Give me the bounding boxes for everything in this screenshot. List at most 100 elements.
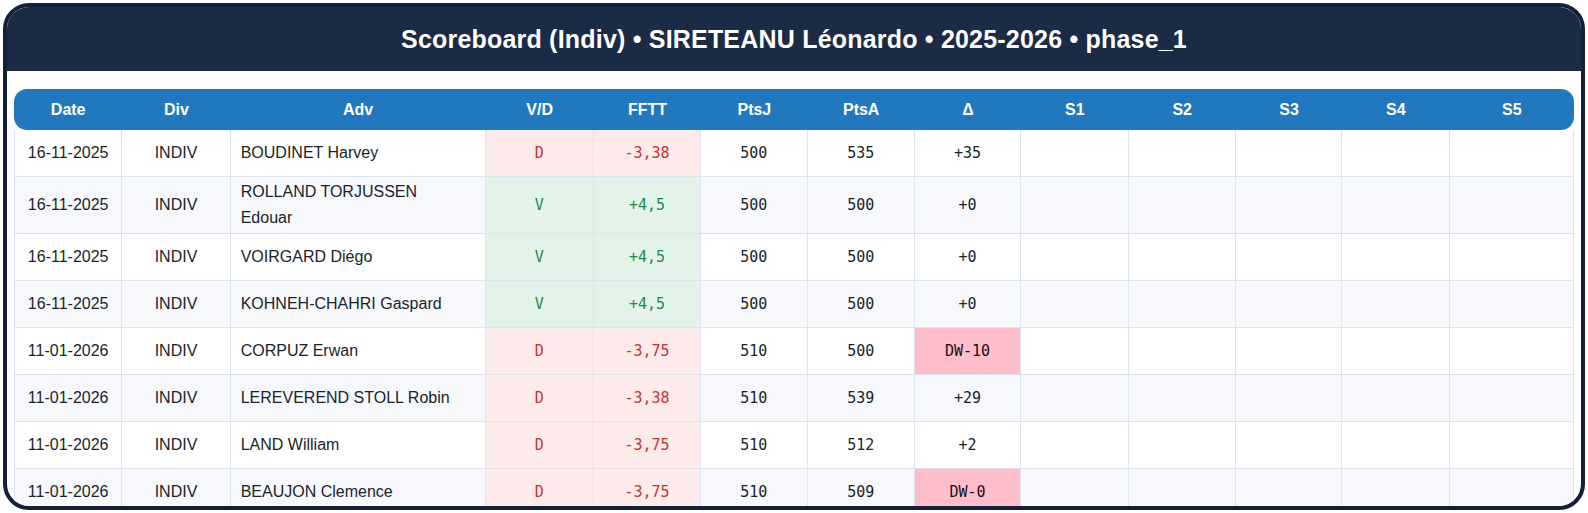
cell-ptsa: 535 (808, 130, 915, 177)
cell-fftt: -3,38 (594, 375, 701, 422)
cell-set-4 (1342, 422, 1449, 469)
column-header-ptsj: PtsJ (701, 89, 807, 130)
cell-set-3 (1236, 281, 1342, 328)
cell-set-1 (1021, 328, 1128, 375)
cell-date: 16-11-2025 (14, 234, 122, 281)
cell-fftt: +4,5 (594, 281, 701, 328)
cell-fftt: -3,75 (594, 422, 701, 469)
title-bar: Scoreboard (Indiv) • SIRETEANU Léonardo … (7, 7, 1581, 71)
cell-set-2 (1129, 234, 1236, 281)
cell-ptsa: 500 (808, 328, 915, 375)
cell-set-2 (1129, 469, 1236, 510)
column-header-s4: S4 (1342, 89, 1449, 130)
column-header-s1: S1 (1021, 89, 1128, 130)
cell-div: INDIV (122, 469, 230, 510)
cell-div: INDIV (122, 177, 230, 234)
cell-fftt: -3,38 (594, 130, 701, 177)
cell-set-1 (1021, 422, 1128, 469)
cell-fftt: -3,75 (594, 469, 701, 510)
cell-vd: D (486, 469, 594, 510)
cell-ptsj: 510 (701, 422, 807, 469)
cell-set-4 (1342, 469, 1449, 510)
table-header: Date Div Adv V/D FFTT PtsJ PtsA Δ S1 S2 … (14, 89, 1574, 130)
cell-delta: +0 (915, 177, 1021, 234)
cell-set-1 (1021, 469, 1128, 510)
cell-set-3 (1236, 375, 1342, 422)
column-header-s5: S5 (1450, 89, 1574, 130)
cell-vd: D (486, 422, 594, 469)
cell-set-1 (1021, 281, 1128, 328)
cell-ptsj: 500 (701, 130, 807, 177)
cell-set-2 (1129, 177, 1236, 234)
column-header-ptsa: PtsA (808, 89, 915, 130)
cell-date: 11-01-2026 (14, 375, 122, 422)
cell-ptsj: 500 (701, 234, 807, 281)
scoreboard-table: Date Div Adv V/D FFTT PtsJ PtsA Δ S1 S2 … (14, 89, 1574, 510)
table-row: 11-01-2026 INDIV LEREVEREND STOLL Robin … (14, 375, 1574, 422)
cell-date: 16-11-2025 (14, 281, 122, 328)
cell-ptsa: 512 (808, 422, 915, 469)
cell-adv: LEREVEREND STOLL Robin (231, 375, 486, 422)
page-title: Scoreboard (Indiv) • SIRETEANU Léonardo … (401, 25, 1187, 54)
cell-ptsa: 509 (808, 469, 915, 510)
cell-ptsj: 510 (701, 328, 807, 375)
cell-set-1 (1021, 234, 1128, 281)
cell-set-3 (1236, 177, 1342, 234)
cell-date: 11-01-2026 (14, 469, 122, 510)
cell-delta: +29 (915, 375, 1021, 422)
cell-adv: BOUDINET Harvey (231, 130, 486, 177)
cell-set-4 (1342, 281, 1449, 328)
cell-div: INDIV (122, 328, 230, 375)
cell-set-2 (1129, 422, 1236, 469)
cell-set-5 (1450, 422, 1574, 469)
table-row: 11-01-2026 INDIV CORPUZ Erwan D -3,75 51… (14, 328, 1574, 375)
cell-set-5 (1450, 130, 1574, 177)
cell-set-5 (1450, 234, 1574, 281)
cell-ptsj: 510 (701, 375, 807, 422)
table-row: 16-11-2025 INDIV ROLLAND TORJUSSEN Edoua… (14, 177, 1574, 234)
header-row: Date Div Adv V/D FFTT PtsJ PtsA Δ S1 S2 … (14, 89, 1574, 130)
cell-date: 11-01-2026 (14, 328, 122, 375)
cell-set-4 (1342, 375, 1449, 422)
cell-set-3 (1236, 422, 1342, 469)
cell-vd: D (486, 328, 594, 375)
cell-ptsj: 500 (701, 281, 807, 328)
column-header-s2: S2 (1129, 89, 1236, 130)
cell-set-5 (1450, 281, 1574, 328)
cell-div: INDIV (122, 375, 230, 422)
cell-adv: LAND William (231, 422, 486, 469)
cell-set-3 (1236, 469, 1342, 510)
cell-set-3 (1236, 328, 1342, 375)
cell-set-4 (1342, 234, 1449, 281)
cell-set-5 (1450, 177, 1574, 234)
column-header-adv: Adv (231, 89, 486, 130)
cell-set-4 (1342, 177, 1449, 234)
cell-delta: +2 (915, 422, 1021, 469)
cell-date: 11-01-2026 (14, 422, 122, 469)
cell-ptsj: 500 (701, 177, 807, 234)
cell-vd: D (486, 130, 594, 177)
cell-set-2 (1129, 375, 1236, 422)
cell-set-2 (1129, 328, 1236, 375)
cell-div: INDIV (122, 234, 230, 281)
cell-div: INDIV (122, 281, 230, 328)
cell-date: 16-11-2025 (14, 177, 122, 234)
column-header-delta: Δ (915, 89, 1021, 130)
cell-vd: V (486, 234, 594, 281)
table-row: 16-11-2025 INDIV KOHNEH-CHAHRI Gaspard V… (14, 281, 1574, 328)
cell-set-2 (1129, 281, 1236, 328)
table-row: 16-11-2025 INDIV BOUDINET Harvey D -3,38… (14, 130, 1574, 177)
cell-adv: KOHNEH-CHAHRI Gaspard (231, 281, 486, 328)
cell-set-5 (1450, 375, 1574, 422)
cell-fftt: +4,5 (594, 234, 701, 281)
cell-set-5 (1450, 469, 1574, 510)
cell-vd: V (486, 281, 594, 328)
column-header-fftt: FFTT (594, 89, 701, 130)
cell-ptsj: 510 (701, 469, 807, 510)
cell-div: INDIV (122, 130, 230, 177)
cell-adv: VOIRGARD Diégo (231, 234, 486, 281)
cell-set-1 (1021, 375, 1128, 422)
cell-set-1 (1021, 177, 1128, 234)
cell-set-4 (1342, 130, 1449, 177)
column-header-vd: V/D (486, 89, 594, 130)
